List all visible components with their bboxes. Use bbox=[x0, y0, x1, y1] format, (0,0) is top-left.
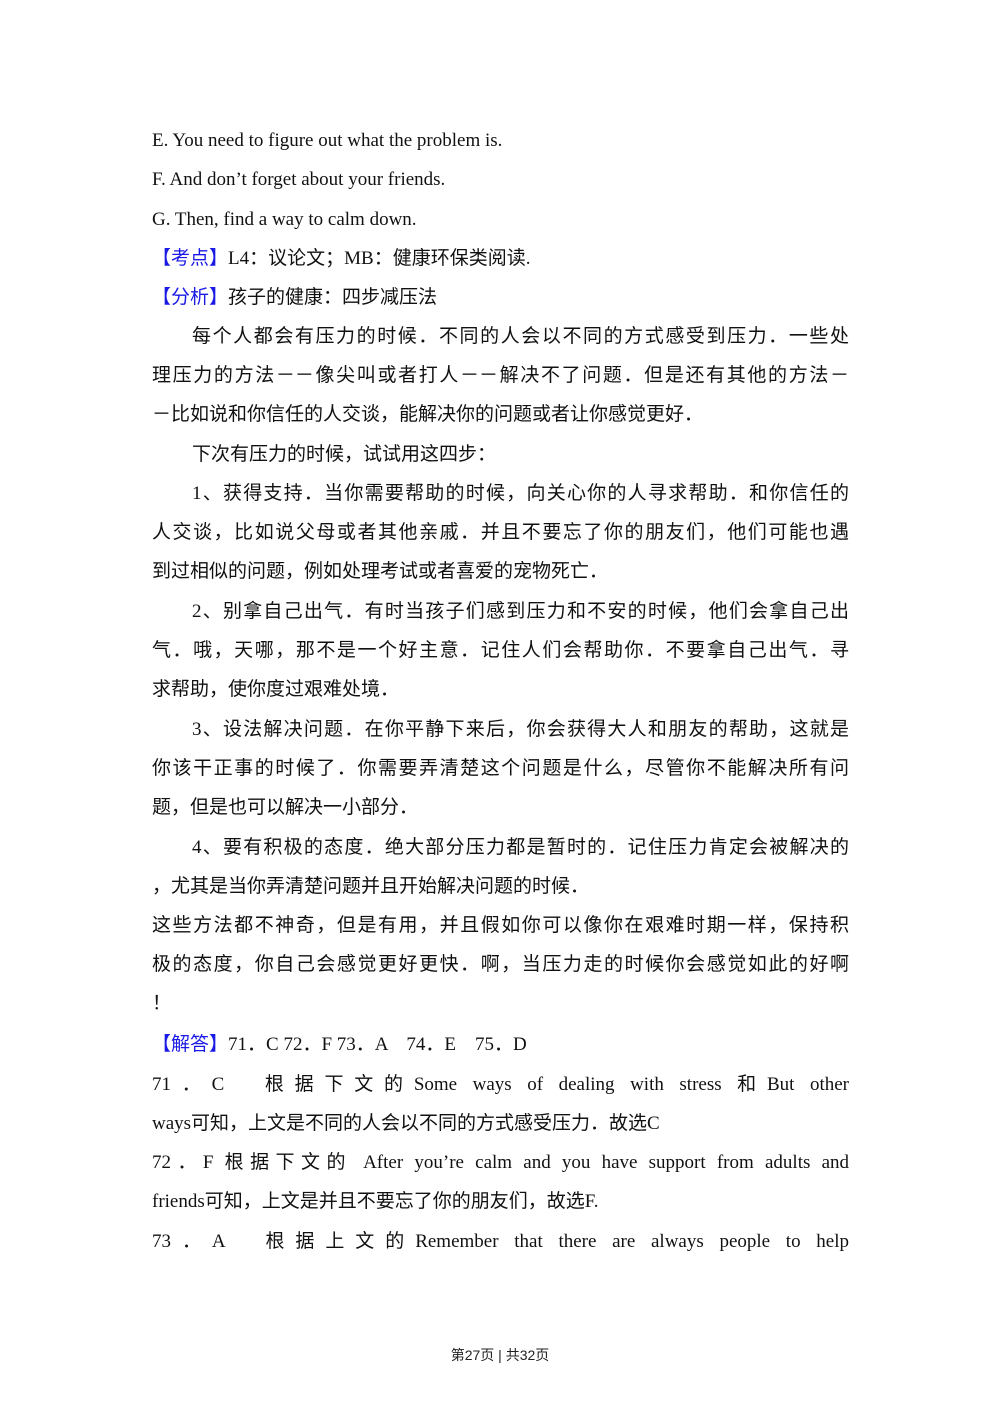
analysis-line: 4、要有积极的态度．绝大部分压力都是暂时的．记住压力肯定会被解决的 bbox=[192, 837, 849, 858]
option-f: F. And don’t forget about your friends. bbox=[152, 169, 446, 190]
analysis-line: 到过相似的问题，例如处理考试或者喜爱的宠物死亡． bbox=[152, 561, 609, 582]
analysis-line: 3、设法解决问题．在你平静下来后，你会获得大人和朋友的帮助，这就是 bbox=[192, 719, 849, 740]
analysis-line: 极的态度，你自己会感觉更好更快．啊，当压力走的时候你会感觉如此的好啊 bbox=[152, 954, 849, 975]
analysis-line: 2、别拿自己出气．有时当孩子们感到压力和不安的时候，他们会拿自己出 bbox=[192, 601, 849, 622]
analysis-line: 理压力的方法－－像尖叫或者打人－－解决不了问题．但是还有其他的方法－ bbox=[152, 365, 849, 386]
explanation-line: 73．A 根据上文的Remember that there are always… bbox=[152, 1231, 849, 1252]
jieda-text: 71．C 72．F 73．A 74．E 75．D bbox=[228, 1034, 527, 1055]
analysis-line: －比如说和你信任的人交谈，能解决你的问题或者让你感觉更好． bbox=[152, 404, 704, 425]
kaodian-tag: 【考点】 bbox=[152, 248, 229, 269]
explanation-line: friends可知，上文是并且不要忘了你的朋友们，故选F. bbox=[152, 1191, 599, 1212]
jieda-tag: 【解答】 bbox=[152, 1034, 229, 1055]
analysis-line: 人交谈，比如说父母或者其他亲戚．并且不要忘了你的朋友们，他们可能也遇 bbox=[152, 522, 849, 543]
analysis-line: 求帮助，使你度过艰难处境． bbox=[152, 679, 400, 700]
analysis-line: 你该干正事的时候了．你需要弄清楚这个问题是什么，尽管你不能解决所有问 bbox=[152, 758, 849, 779]
kaodian-text: L4：议论文；MB：健康环保类阅读. bbox=[228, 248, 531, 269]
page-footer: 第27页 | 共32页 bbox=[450, 1347, 550, 1363]
fenxi-line: 【分析】孩子的健康：四步减压法 bbox=[152, 286, 849, 310]
option-g: G. Then, find a way to calm down. bbox=[152, 209, 417, 230]
analysis-line: 这些方法都不神奇，但是有用，并且假如你可以像你在艰难时期一样，保持积 bbox=[152, 915, 849, 936]
analysis-line: ，尤其是当你弄清楚问题并且开始解决问题的时候． bbox=[152, 876, 590, 897]
analysis-line: 题，但是也可以解决一小部分． bbox=[152, 797, 419, 818]
explanation-line: ways可知，上文是不同的人会以不同的方式感受压力．故选C bbox=[152, 1113, 660, 1134]
analysis-line: 气．哦，天哪，那不是一个好主意．记住人们会帮助你．不要拿自己出气．寻 bbox=[152, 640, 849, 661]
analysis-line: 下次有压力的时候，试试用这四步： bbox=[192, 444, 497, 465]
fenxi-text: 孩子的健康：四步减压法 bbox=[228, 287, 438, 308]
explanation-line: 71．C 根据下文的Some ways of dealing with stre… bbox=[152, 1074, 849, 1095]
analysis-line: ！ bbox=[152, 993, 172, 1014]
jieda-line: 【解答】71．C 72．F 73．A 74．E 75．D bbox=[152, 1033, 849, 1057]
explanation-line: 72．F 根据下文的 After you’re calm and you hav… bbox=[152, 1152, 849, 1173]
analysis-line: 每个人都会有压力的时候．不同的人会以不同的方式感受到压力．一些处 bbox=[192, 326, 849, 347]
analysis-line: 1、获得支持．当你需要帮助的时候，向关心你的人寻求帮助．和你信任的 bbox=[192, 483, 849, 504]
fenxi-tag: 【分析】 bbox=[152, 287, 229, 308]
option-e: E. You need to figure out what the probl… bbox=[152, 130, 503, 151]
kaodian-line: 【考点】L4：议论文；MB：健康环保类阅读. bbox=[152, 247, 849, 271]
